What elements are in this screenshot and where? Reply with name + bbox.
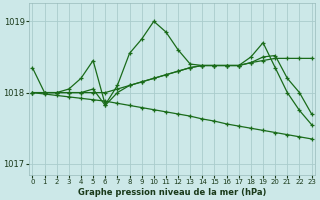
- X-axis label: Graphe pression niveau de la mer (hPa): Graphe pression niveau de la mer (hPa): [78, 188, 266, 197]
